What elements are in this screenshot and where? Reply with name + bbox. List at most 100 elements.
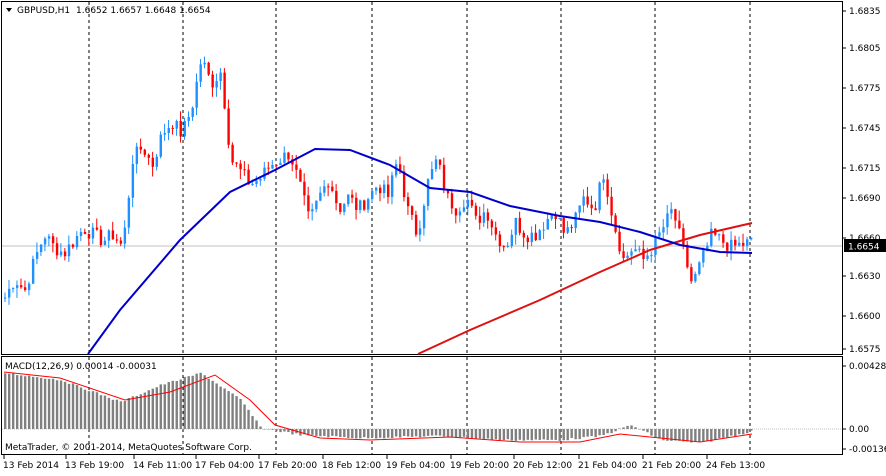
macd-bar xyxy=(355,429,358,439)
macd-bar xyxy=(702,429,705,442)
macd-bar xyxy=(482,429,486,439)
macd-bar xyxy=(267,428,270,430)
macd-bar xyxy=(79,387,83,429)
candle-body xyxy=(542,229,545,231)
macd-bar xyxy=(750,429,753,431)
macd-bar xyxy=(662,429,665,441)
candle-body xyxy=(666,213,669,228)
candle-body xyxy=(351,194,354,198)
macd-bar xyxy=(243,404,246,429)
macd-bar xyxy=(646,429,649,433)
macd-bar xyxy=(678,429,681,441)
price-tick-label: 1.6690 xyxy=(849,194,881,204)
time-tick-label: 19 Feb 20:00 xyxy=(450,461,509,471)
macd-bar xyxy=(275,429,278,431)
macd-bar xyxy=(91,391,95,429)
candle-body xyxy=(590,204,593,209)
macd-bar xyxy=(414,429,418,437)
macd-bar xyxy=(502,429,506,441)
macd-bar xyxy=(351,429,354,439)
macd-bar xyxy=(183,376,186,429)
macd-bar xyxy=(710,429,713,442)
candle-body xyxy=(31,258,35,284)
macd-bar xyxy=(462,429,466,437)
price-tick-label: 1.6775 xyxy=(849,84,881,94)
macd-bar xyxy=(602,429,605,436)
macd-bar xyxy=(39,377,43,429)
macd-bar xyxy=(634,427,637,429)
macd-bar xyxy=(498,429,502,441)
candle-body xyxy=(311,209,314,212)
candle-body xyxy=(255,180,258,184)
macd-bar xyxy=(442,429,446,437)
macd-bar xyxy=(231,393,234,429)
candle-body xyxy=(203,62,206,65)
macd-bar xyxy=(630,425,633,429)
macd-bar xyxy=(386,429,390,438)
candle-body xyxy=(526,237,530,243)
candle-body xyxy=(215,81,218,88)
candle-body xyxy=(426,179,430,206)
candle-body xyxy=(518,217,522,233)
macd-bar xyxy=(402,429,406,436)
candle-body xyxy=(27,283,31,291)
macd-bar xyxy=(434,429,438,436)
macd-bar xyxy=(335,429,338,437)
candle-body xyxy=(398,164,402,172)
macd-bar xyxy=(363,429,366,438)
macd-bar xyxy=(446,429,450,437)
candle-body xyxy=(211,74,214,88)
candle-body xyxy=(422,205,426,229)
macd-bar xyxy=(307,429,310,436)
macd-bar xyxy=(558,429,561,441)
time-tick-label: 17 Feb 04:00 xyxy=(195,461,254,471)
macd-bar xyxy=(494,429,498,440)
macd-bar xyxy=(730,429,733,436)
macd-bar xyxy=(319,429,322,437)
macd-bar xyxy=(466,429,470,439)
candle-body xyxy=(83,231,87,234)
macd-bar xyxy=(263,429,266,430)
macd-bar xyxy=(470,429,474,439)
triangle-down-icon[interactable] xyxy=(6,8,12,12)
macd-bar xyxy=(211,380,214,429)
time-tick-label: 24 Feb 13:00 xyxy=(706,461,765,471)
macd-bar xyxy=(546,429,549,440)
candle-body xyxy=(446,189,450,194)
macd-tick-label: 0.00 xyxy=(849,425,869,435)
macd-bar xyxy=(410,429,414,437)
copyright-text: MetaTrader, © 2001-2014, MetaQuotes Soft… xyxy=(5,443,252,453)
candle-body xyxy=(59,251,63,256)
macd-bar xyxy=(195,373,198,429)
macd-bar xyxy=(522,429,526,441)
candle-body xyxy=(610,196,613,216)
macd-bar xyxy=(718,429,721,439)
macd-bar xyxy=(151,388,155,429)
macd-bar xyxy=(726,429,729,438)
macd-bar xyxy=(343,429,346,437)
macd-bar xyxy=(406,429,410,437)
candle-body xyxy=(390,175,394,197)
candle-body xyxy=(602,179,605,183)
candle-body xyxy=(562,217,565,233)
candle-body xyxy=(430,169,434,180)
macd-signal-line xyxy=(3,371,753,443)
candle-body xyxy=(454,208,458,216)
current-price-badge: 1.6654 xyxy=(844,239,886,253)
macd-bar xyxy=(582,429,585,438)
macd-bar xyxy=(674,429,677,441)
macd-bar xyxy=(99,395,103,429)
macd-bar xyxy=(119,401,123,429)
macd-bar xyxy=(706,429,709,442)
macd-bar xyxy=(227,391,230,429)
ma-slow-line xyxy=(417,222,753,355)
macd-bar xyxy=(143,392,147,429)
candle-body xyxy=(331,186,334,191)
candle-body xyxy=(271,164,274,169)
candle-body xyxy=(718,234,721,236)
candle-body xyxy=(363,200,366,210)
macd-bar xyxy=(606,429,609,434)
macd-bar xyxy=(31,376,35,429)
price-pane[interactable] xyxy=(1,1,843,355)
